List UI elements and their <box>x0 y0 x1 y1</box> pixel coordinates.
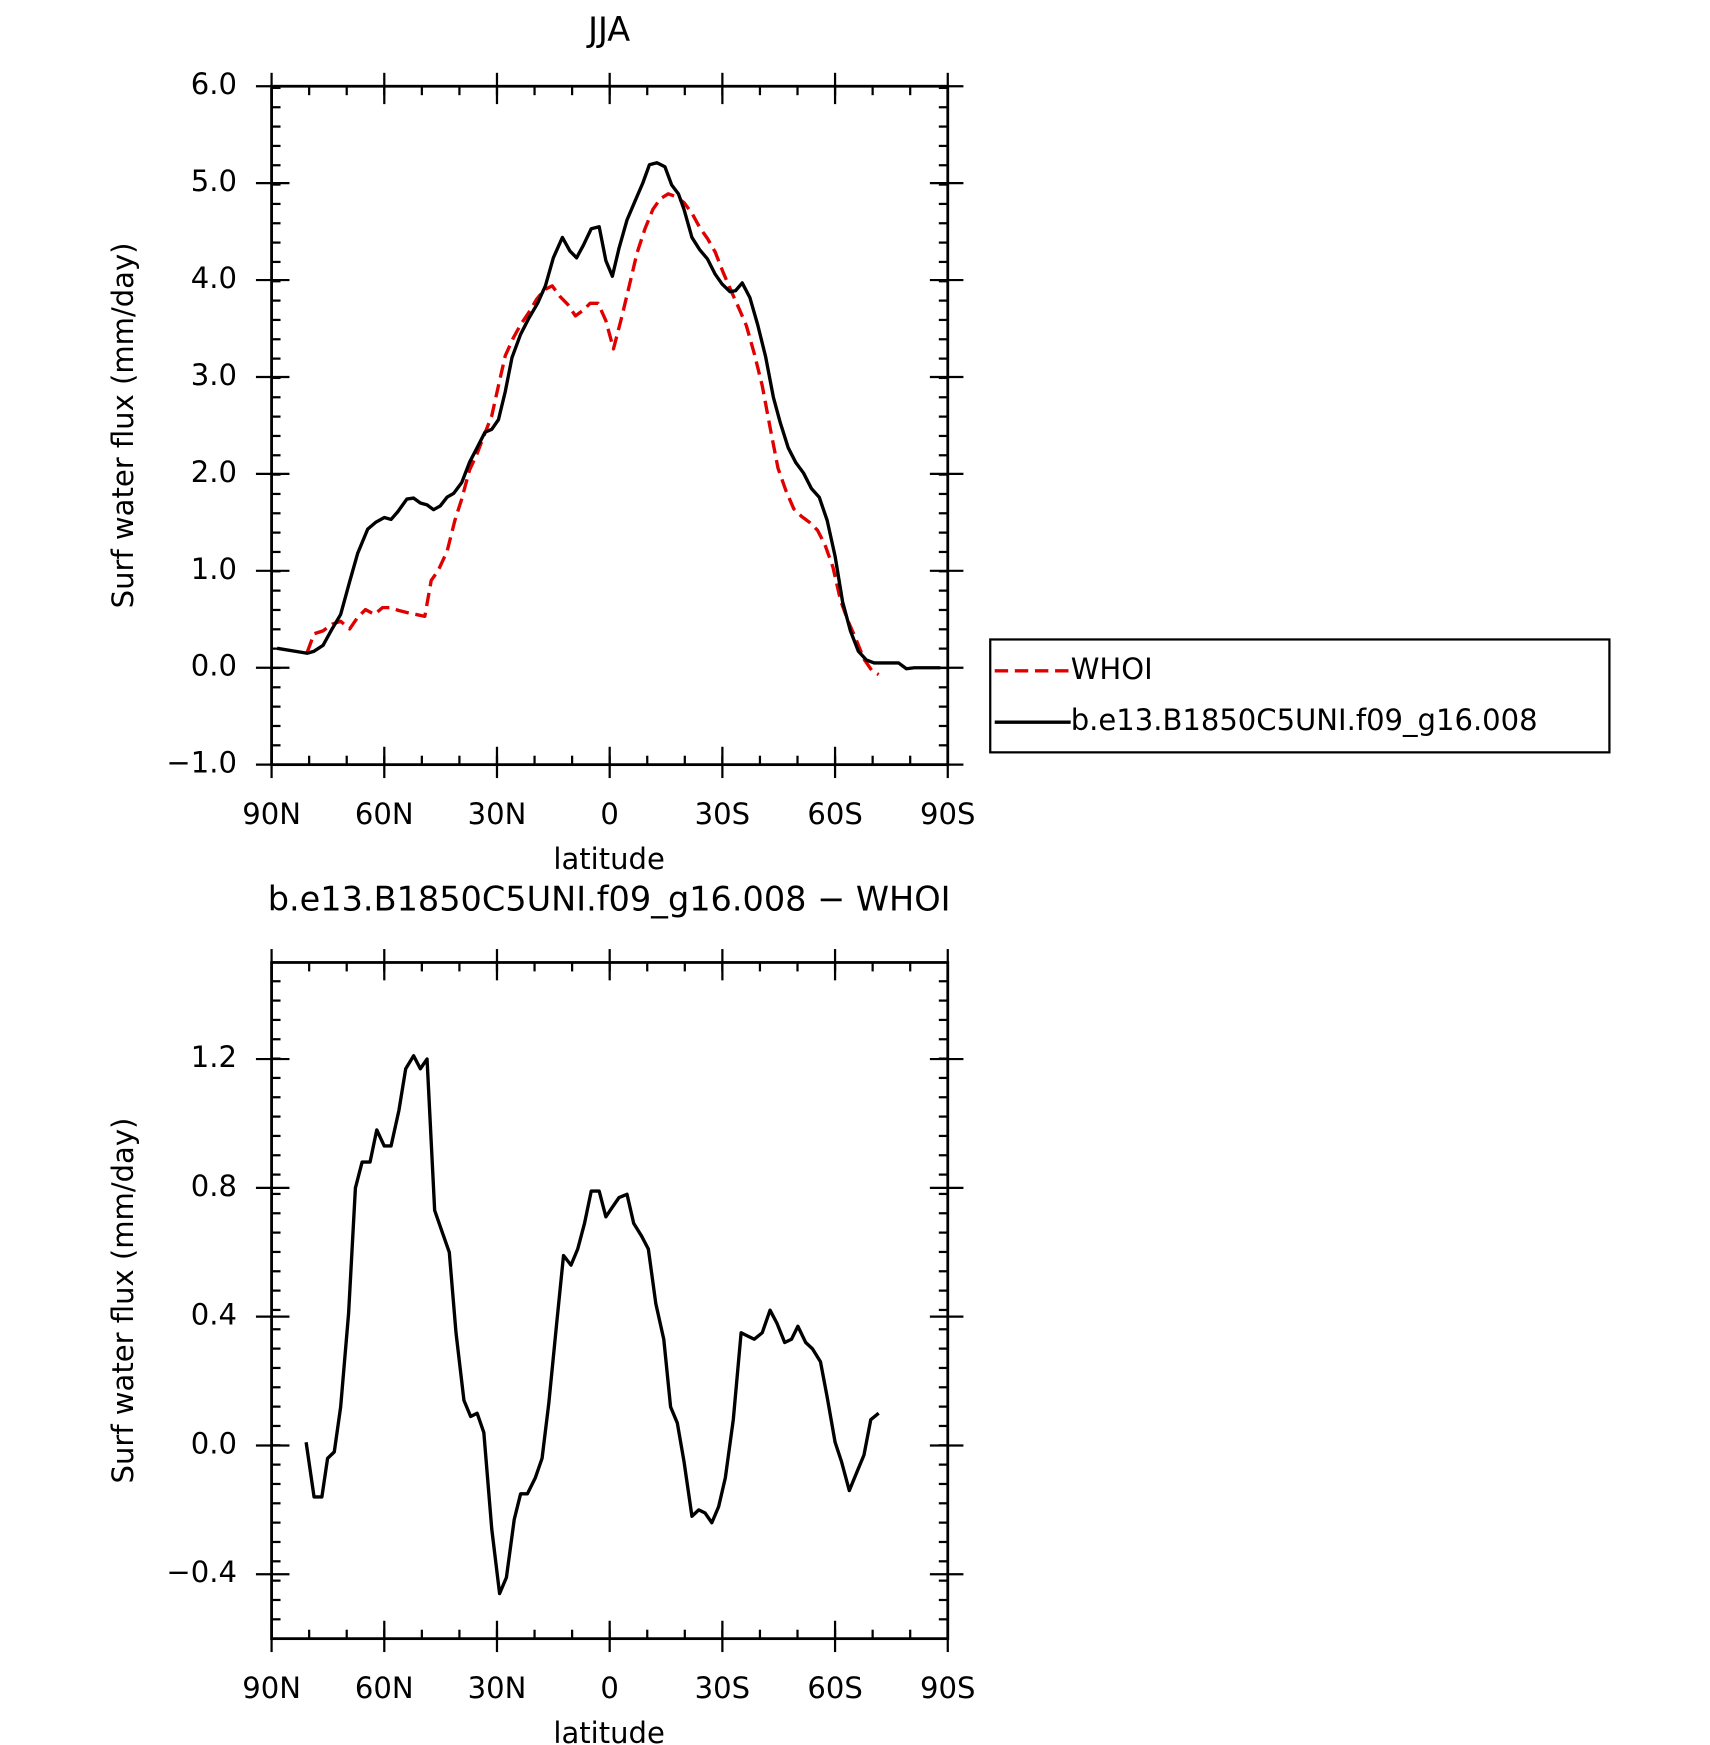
x-tick-label: 90N <box>242 797 301 831</box>
legend-label: WHOI <box>1071 652 1153 686</box>
y-tick-label: 5.0 <box>191 164 237 198</box>
x-tick-label: 30S <box>695 797 750 831</box>
y-tick-label: 2.0 <box>191 455 237 489</box>
y-tick-label: 4.0 <box>191 261 237 295</box>
line-series <box>305 192 880 677</box>
x-tick-label: 30S <box>695 1671 750 1705</box>
x-tick-label: 0 <box>600 797 618 831</box>
y-tick-label: 0.4 <box>191 1298 237 1332</box>
y-tick-label: 1.2 <box>191 1040 237 1074</box>
y-tick-label: 0.0 <box>191 649 237 683</box>
line-series <box>276 161 941 671</box>
x-tick-label: 60N <box>355 797 414 831</box>
x-tick-label: 60N <box>355 1671 414 1705</box>
y-tick-label: −0.4 <box>166 1555 237 1589</box>
x-tick-label: 60S <box>807 797 862 831</box>
legend-box <box>989 638 1611 754</box>
x-axis-label: latitude <box>553 1716 664 1745</box>
x-tick-label: 0 <box>600 1671 618 1705</box>
x-axis-label: latitude <box>553 842 664 876</box>
x-tick-label: 30N <box>468 1671 527 1705</box>
plot-frame <box>270 84 950 767</box>
x-tick-label: 60S <box>807 1671 862 1705</box>
chart-title: b.e13.B1850C5UNI.f09_g16.008 − WHOI <box>268 880 951 919</box>
y-tick-label: 1.0 <box>191 552 237 586</box>
chart-title: JJA <box>586 10 630 49</box>
x-tick-label: 90S <box>920 1671 975 1705</box>
y-axis-label: Surf water flux (mm/day) <box>106 243 140 609</box>
y-tick-label: −1.0 <box>166 746 237 780</box>
line-series <box>304 1054 880 1596</box>
y-tick-label: 6.0 <box>191 67 237 101</box>
x-tick-label: 30N <box>468 797 527 831</box>
y-tick-label: 0.0 <box>191 1426 237 1460</box>
y-axis-label: Surf water flux (mm/day) <box>106 1118 140 1484</box>
plot-frame <box>270 961 950 1641</box>
x-tick-label: 90N <box>242 1671 301 1705</box>
y-tick-label: 0.8 <box>191 1169 237 1203</box>
y-tick-label: 3.0 <box>191 358 237 392</box>
legend-label: b.e13.B1850C5UNI.f09_g16.008 <box>1071 703 1538 737</box>
x-tick-label: 90S <box>920 797 975 831</box>
